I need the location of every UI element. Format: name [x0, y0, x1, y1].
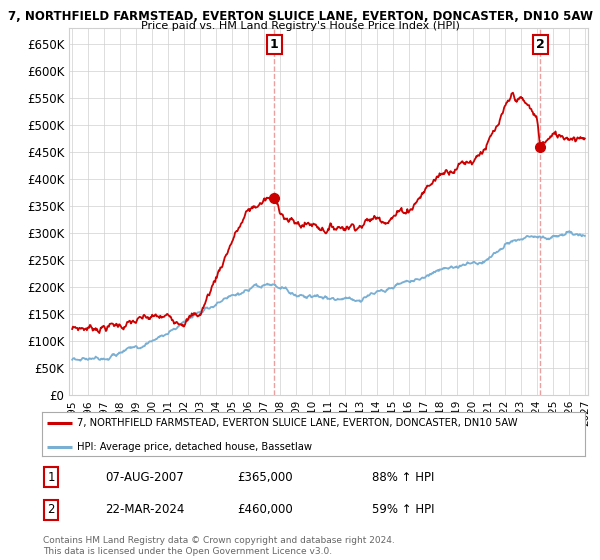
Text: 7, NORTHFIELD FARMSTEAD, EVERTON SLUICE LANE, EVERTON, DONCASTER, DN10 5AW: 7, NORTHFIELD FARMSTEAD, EVERTON SLUICE … [77, 418, 518, 428]
Text: 22-MAR-2024: 22-MAR-2024 [105, 503, 184, 516]
Text: 07-AUG-2007: 07-AUG-2007 [105, 470, 184, 484]
Text: 7, NORTHFIELD FARMSTEAD, EVERTON SLUICE LANE, EVERTON, DONCASTER, DN10 5AW: 7, NORTHFIELD FARMSTEAD, EVERTON SLUICE … [7, 10, 593, 23]
Text: Price paid vs. HM Land Registry's House Price Index (HPI): Price paid vs. HM Land Registry's House … [140, 21, 460, 31]
Text: 88% ↑ HPI: 88% ↑ HPI [372, 470, 434, 484]
Text: 59% ↑ HPI: 59% ↑ HPI [372, 503, 434, 516]
Text: 1: 1 [269, 38, 278, 51]
Text: 2: 2 [536, 38, 545, 51]
Text: £365,000: £365,000 [237, 470, 293, 484]
Text: HPI: Average price, detached house, Bassetlaw: HPI: Average price, detached house, Bass… [77, 441, 312, 451]
Text: Contains HM Land Registry data © Crown copyright and database right 2024.
This d: Contains HM Land Registry data © Crown c… [43, 536, 395, 556]
Text: £460,000: £460,000 [237, 503, 293, 516]
Text: 2: 2 [47, 503, 55, 516]
Text: 1: 1 [47, 470, 55, 484]
